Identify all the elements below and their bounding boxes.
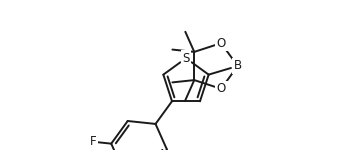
Text: O: O [216, 82, 226, 95]
Text: B: B [234, 60, 242, 72]
Text: O: O [216, 37, 226, 50]
Text: S: S [182, 52, 190, 65]
Text: F: F [90, 135, 96, 148]
